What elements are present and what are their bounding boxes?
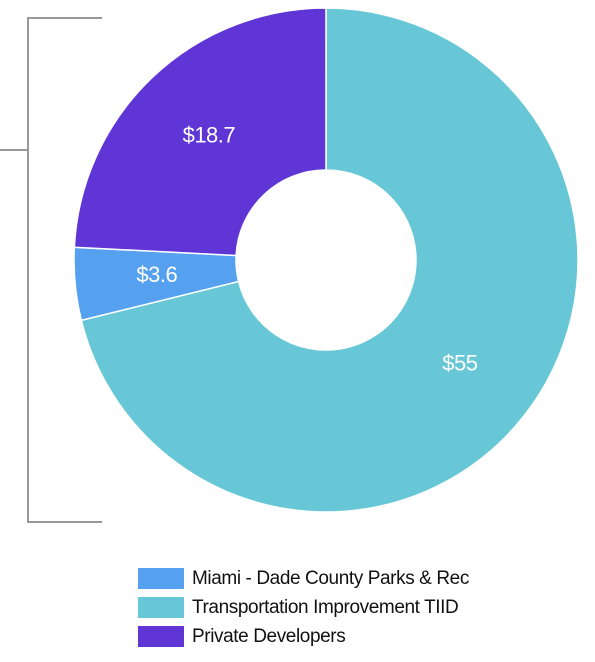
- slice: [80, 7, 579, 513]
- legend-swatch: [138, 568, 184, 589]
- slice-label: $55: [442, 351, 477, 376]
- bracket: [0, 17, 102, 523]
- slice: [73, 7, 327, 257]
- legend-swatch: [138, 626, 184, 647]
- slice-label: $3.6: [136, 262, 177, 287]
- slice-label: $18.7: [183, 123, 236, 148]
- legend-label: Miami - Dade County Parks & Rec: [192, 568, 469, 589]
- legend-swatch: [138, 597, 184, 618]
- legend-label: Private Developers: [192, 626, 345, 647]
- legend-label: Transportation Improvement TIID: [192, 597, 458, 618]
